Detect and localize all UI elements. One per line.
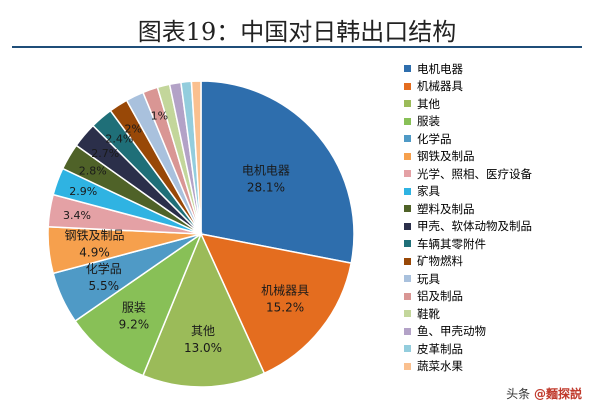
legend-label: 车辆其零附件 [417,236,486,251]
title-underline [12,46,582,48]
legend-swatch [404,345,411,353]
slice-value-label: 2% [125,122,142,135]
legend-label: 电机电器 [417,61,463,76]
slice-value-label: 2.7% [91,147,119,160]
legend-label: 矿物燃料 [417,254,463,269]
legend-swatch [404,222,411,230]
slice-value-label: 1% [151,110,168,123]
legend-label: 玩具 [417,271,440,286]
legend-swatch [404,292,411,300]
legend-label: 家具 [417,184,440,199]
legend-item: 光学、照相、医疗设备 [404,165,590,183]
legend-item: 车辆其零附件 [404,235,590,253]
legend-item: 鞋靴 [404,305,590,323]
legend-item: 塑料及制品 [404,200,590,218]
chart-title: 图表19：中国对日韩出口结构 [137,18,457,46]
legend-swatch [404,170,411,178]
pie-slice-2 [142,232,266,388]
slice-value-label: 2.4% [105,133,133,146]
legend-item: 鱼、甲壳动物 [404,323,590,341]
pie-chart: 电机电器 28.1% 机械器具 15.2% 其他 13.0% 服装 9.2% 化学品 5.5% 钢铁… [47,80,355,388]
slice-name-label: 其他 [191,324,215,338]
slice-value-label: 4.9% [79,245,110,259]
watermark-prefix: 头条 [506,387,531,401]
legend-item: 铝及制品 [404,288,590,306]
legend-item: 化学品 [404,130,590,148]
slice-name-label: 钢铁及制品 [65,228,125,242]
legend-item: 矿物燃料 [404,253,590,271]
slice-value-label: 5.5% [89,279,120,293]
chart-legend: 电机电器机械器具其他服装化学品钢铁及制品光学、照相、医疗设备 家具塑料及制品甲壳、… [404,60,590,375]
legend-item: 服装 [404,113,590,131]
pie-slice-17 [190,80,202,235]
slice-value-label: 13.0% [184,341,222,355]
slice-value-label: 3.4% [63,209,91,222]
source-watermark: 头条 @麵探説 [500,383,588,404]
legend-swatch [404,240,411,248]
legend-label: 化学品 [417,131,452,146]
legend-label: 机械器具 [417,79,463,94]
legend-label: 蔬菜水果 [417,359,463,374]
legend-swatch [404,327,411,335]
legend-item: 机械器具 [404,78,590,96]
legend-label: 服装 [417,114,440,129]
slice-name-label: 化学品 [86,261,122,276]
legend-swatch [404,117,411,125]
legend-label: 光学、照相、医疗设备 [417,166,532,181]
legend-swatch [404,82,411,90]
legend-swatch [404,135,411,143]
legend-label: 钢铁及制品 [417,149,475,164]
legend-swatch [404,310,411,318]
slice-name-label: 服装 [122,300,146,314]
legend-item: 家具 [404,183,590,201]
slice-value-label: 2.9% [69,185,97,198]
legend-swatch [404,275,411,283]
slice-value-label: 2.8% [79,165,107,178]
legend-swatch [404,100,411,108]
slice-name-label: 电机电器 [242,163,290,177]
legend-item: 甲壳、软体动物及制品 [404,218,590,236]
slice-name-label: 机械器具 [261,282,309,297]
legend-label: 鱼、甲壳动物 [417,324,486,339]
legend-label: 其他 [417,96,440,111]
legend-label: 塑料及制品 [417,201,475,216]
legend-swatch [404,205,411,213]
legend-label: 皮革制品 [417,341,463,356]
legend-label: 铝及制品 [417,289,463,304]
watermark-name: @麵探説 [533,387,582,401]
legend-item: 皮革制品 [404,340,590,358]
legend-item: 其他 [404,95,590,113]
legend-label: 甲壳、软体动物及制品 [417,219,532,234]
slice-value-label: 28.1% [247,180,285,194]
legend-item: 蔬菜水果 [404,358,590,376]
legend-item: 电机电器 [404,60,590,78]
legend-swatch [404,187,411,195]
pie-slice-0 [200,80,355,264]
legend-label: 鞋靴 [417,306,440,321]
legend-swatch [404,65,411,73]
legend-item: 钢铁及制品 [404,148,590,166]
legend-swatch [404,362,411,370]
pie-slice-3 [74,231,203,377]
slice-value-label: 15.2% [266,300,304,314]
legend-item: 玩具 [404,270,590,288]
slice-value-label: 9.2% [119,317,150,331]
pie-slice-1 [199,232,353,375]
legend-swatch [404,257,411,265]
legend-swatch [404,152,411,160]
